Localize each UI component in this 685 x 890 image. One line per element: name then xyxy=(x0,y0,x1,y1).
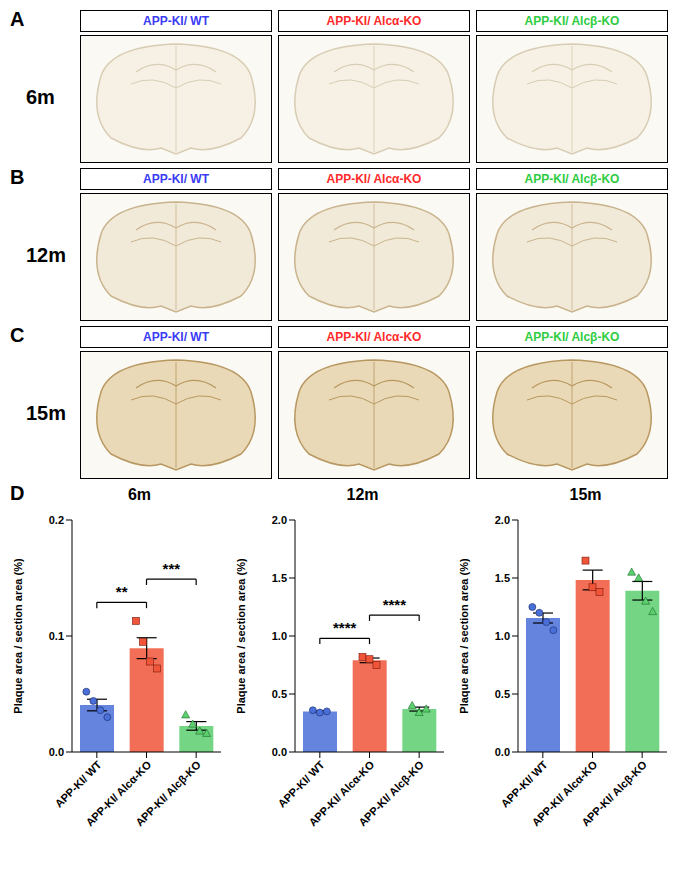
svg-text:0.0: 0.0 xyxy=(272,746,287,758)
svg-text:****: **** xyxy=(333,619,357,636)
svg-text:Plaque area / section area (%): Plaque area / section area (%) xyxy=(458,558,470,714)
svg-text:0.0: 0.0 xyxy=(495,746,510,758)
svg-text:2.0: 2.0 xyxy=(495,514,510,526)
svg-text:APP-KI/ WT: APP-KI/ WT xyxy=(53,758,104,809)
svg-text:Plaque area / section area (%): Plaque area / section area (%) xyxy=(235,558,247,714)
svg-text:APP-KI/ Alcα-KO: APP-KI/ Alcα-KO xyxy=(529,758,600,829)
html-text:APP-KI/ Alcα-KO: APP-KI/ Alcα-KO xyxy=(326,330,422,344)
svg-text:0.5: 0.5 xyxy=(495,688,510,700)
html-text:APP-KI/ Alcβ-KO: APP-KI/ Alcβ-KO xyxy=(524,172,620,186)
html-text:6m: 6m xyxy=(127,486,152,503)
html-text:15m: 15m xyxy=(26,402,66,424)
html-text:B: B xyxy=(10,166,25,188)
svg-text:APP-KI/ Alcβ-KO: APP-KI/ Alcβ-KO xyxy=(133,758,203,828)
svg-text:1.0: 1.0 xyxy=(495,630,510,642)
svg-text:0.1: 0.1 xyxy=(49,630,64,642)
html-text:APP-KI/ Alcα-KO: APP-KI/ Alcα-KO xyxy=(326,172,422,186)
svg-text:APP-KI/ Alcβ-KO: APP-KI/ Alcβ-KO xyxy=(579,758,649,828)
html-text:12m: 12m xyxy=(346,486,379,503)
html-text:APP-KI/ Alcβ-KO: APP-KI/ Alcβ-KO xyxy=(524,14,620,28)
html-text:APP-KI/ WT: APP-KI/ WT xyxy=(143,172,209,186)
html-text:APP-KI/ Alcα-KO: APP-KI/ Alcα-KO xyxy=(326,14,422,28)
html-text:A: A xyxy=(10,8,25,30)
svg-text:1.5: 1.5 xyxy=(495,572,510,584)
svg-text:0.0: 0.0 xyxy=(49,746,64,758)
svg-text:APP-KI/ WT: APP-KI/ WT xyxy=(499,758,550,809)
svg-text:1.5: 1.5 xyxy=(272,572,287,584)
html-text:C: C xyxy=(10,324,25,346)
html-text:15m: 15m xyxy=(569,486,602,503)
svg-text:0.2: 0.2 xyxy=(49,514,64,526)
html-text:APP-KI/ Alcβ-KO: APP-KI/ Alcβ-KO xyxy=(524,330,620,344)
html-text:D: D xyxy=(10,482,25,504)
svg-text:***: *** xyxy=(163,560,181,577)
svg-text:APP-KI/ Alcα-KO: APP-KI/ Alcα-KO xyxy=(83,758,154,829)
svg-text:Plaque area / section area (%): Plaque area / section area (%) xyxy=(12,558,24,714)
svg-text:APP-KI/ Alcα-KO: APP-KI/ Alcα-KO xyxy=(306,758,377,829)
svg-text:2.0: 2.0 xyxy=(272,514,287,526)
svg-text:APP-KI/ WT: APP-KI/ WT xyxy=(276,758,327,809)
html-text:6m: 6m xyxy=(26,86,55,108)
html-text:APP-KI/ WT: APP-KI/ WT xyxy=(143,14,209,28)
svg-text:0.5: 0.5 xyxy=(272,688,287,700)
svg-text:1.0: 1.0 xyxy=(272,630,287,642)
svg-text:****: **** xyxy=(383,596,407,613)
svg-text:**: ** xyxy=(116,583,128,600)
html-text:12m: 12m xyxy=(26,244,66,266)
svg-text:APP-KI/ Alcβ-KO: APP-KI/ Alcβ-KO xyxy=(356,758,426,828)
html-text:APP-KI/ WT: APP-KI/ WT xyxy=(143,330,209,344)
